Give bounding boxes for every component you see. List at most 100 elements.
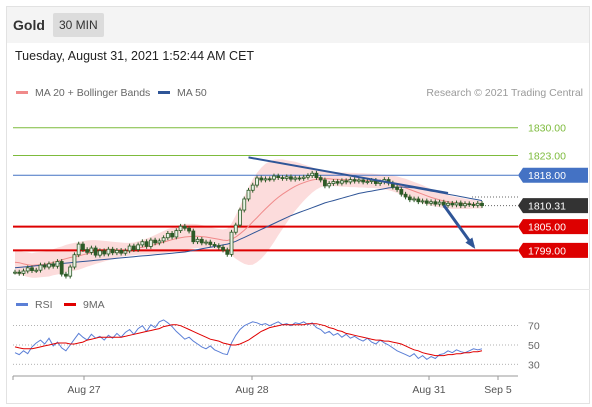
candle-body [412, 198, 416, 201]
candle-body [47, 263, 51, 268]
candle-body [480, 202, 484, 207]
candle-body [42, 264, 47, 268]
candle-body [114, 250, 119, 254]
candle-body [221, 246, 225, 251]
candle-body [64, 273, 68, 277]
candle-body [267, 178, 272, 181]
candle-body [225, 249, 230, 255]
candle-body [102, 250, 107, 255]
candle-body [272, 175, 276, 180]
candle-body [85, 249, 90, 253]
candle-body [199, 238, 204, 244]
candle-body [284, 176, 289, 179]
legend-swatch-9ma [64, 303, 76, 306]
candle-body [433, 201, 438, 205]
candle-body [344, 180, 349, 183]
annotations [248, 156, 476, 249]
legend-swatch-ma50 [158, 91, 170, 94]
candle-body [238, 209, 242, 226]
candle-body [378, 181, 383, 184]
candle-body [25, 267, 30, 272]
price-level-labels: 1830.00 1823.00 1818.00 1810.31 1805.00 1799.… [518, 123, 588, 258]
candle-body [34, 269, 39, 272]
x-axis: Aug 27 Aug 28 Aug 31 Sep 5 [12, 375, 518, 396]
candle-body [471, 204, 476, 206]
candle-body [68, 266, 73, 277]
candle-body [475, 202, 480, 206]
candle-body [361, 179, 366, 183]
candle-body [178, 225, 183, 232]
x-tick-label: Aug 28 [235, 384, 268, 396]
candle-body [293, 177, 298, 180]
candle-body [352, 179, 357, 182]
level-label-1818.00: 1818.00 [528, 170, 566, 182]
candle-body [119, 250, 124, 254]
candle-body [123, 250, 128, 254]
candle-body [403, 193, 408, 198]
candle-body [191, 230, 196, 243]
candle-body [204, 241, 208, 244]
candle-body [420, 200, 425, 203]
candle-body [76, 243, 81, 256]
rsi-tick-50: 50 [528, 340, 540, 352]
forecast-arrow-head [465, 237, 476, 249]
rsi-tick-30: 30 [528, 359, 540, 371]
candle-body [416, 198, 421, 203]
candle-body [250, 184, 255, 191]
level-label-1810.31: 1810.31 [528, 201, 566, 213]
candle-body [136, 244, 141, 251]
candle-body [458, 202, 463, 207]
interval-button[interactable]: 30 MIN [53, 13, 104, 37]
level-tag-1810.31 [518, 198, 588, 214]
candle-body [144, 241, 149, 247]
candle-body [246, 189, 251, 200]
candle-body [454, 202, 459, 206]
candle-body [356, 179, 361, 182]
candle-body [51, 263, 56, 267]
candle-body [407, 196, 412, 201]
candle-body [280, 177, 285, 180]
candle-body [106, 248, 111, 255]
candle-body [259, 177, 264, 181]
x-tick-label: Aug 27 [67, 384, 100, 396]
candle-body [93, 247, 98, 256]
candle-body [140, 241, 145, 246]
legend-ma50: MA 50 [177, 87, 207, 99]
rsi-tick-70: 70 [528, 321, 540, 333]
candle-body [165, 232, 170, 239]
candle-body [21, 270, 26, 274]
forecast-arrow [442, 204, 475, 248]
candle-body [30, 267, 34, 271]
candle-body [229, 231, 234, 255]
level-label-1799.00: 1799.00 [528, 245, 566, 257]
candle-body [153, 239, 158, 244]
level-tag-1799.00 [518, 242, 588, 258]
candle-body [174, 230, 179, 238]
candle-body [81, 243, 85, 251]
candle-body [157, 240, 162, 244]
candle-body [216, 245, 221, 248]
x-tick-label: Aug 31 [412, 384, 445, 396]
candle-body [55, 261, 60, 267]
rsi-panel: 70 50 30 [13, 319, 540, 371]
candle-body [446, 202, 450, 206]
candle-body [161, 237, 166, 242]
level-label-1805.00: 1805.00 [528, 222, 566, 234]
candle-body [233, 224, 238, 233]
candle-body [110, 248, 115, 254]
candle-body [212, 244, 217, 247]
candle-body [437, 201, 442, 205]
candle-body [450, 202, 455, 206]
panel-separator [6, 289, 590, 290]
candle-body [38, 264, 43, 271]
candle-body [148, 239, 153, 247]
candle-body [98, 250, 102, 256]
legend-9ma: 9MA [83, 299, 105, 311]
candle-body [424, 200, 429, 204]
rsi-line [14, 319, 483, 361]
candle-body [187, 227, 191, 232]
chart-header: Gold 30 MIN [7, 7, 589, 43]
x-tick-label: Sep 5 [484, 384, 512, 396]
candle-body [331, 181, 336, 184]
